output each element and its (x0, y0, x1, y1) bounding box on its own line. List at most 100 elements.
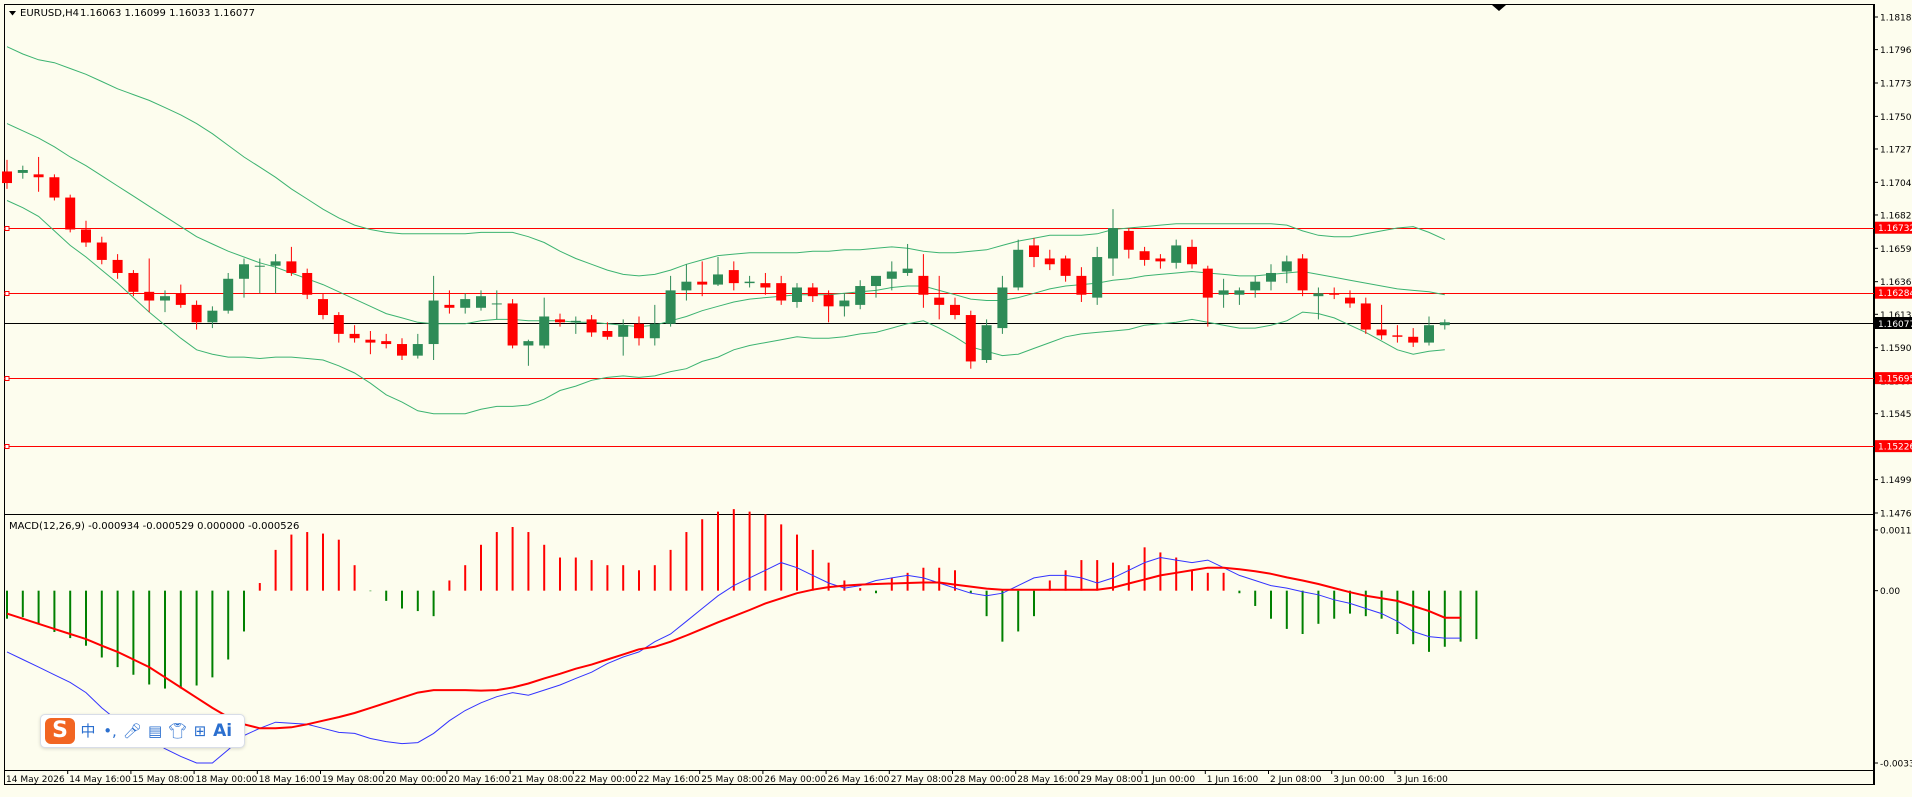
candle-body (286, 261, 296, 273)
candle-body (1424, 325, 1434, 342)
candle (587, 315, 597, 337)
candle (966, 311, 976, 369)
price-tick-label: 1.17045 (1880, 179, 1912, 189)
candle-body (982, 325, 992, 360)
candle-body (492, 303, 502, 304)
candle (1092, 247, 1102, 305)
price-tick-label: 1.17960 (1880, 46, 1912, 56)
time-tick-label: 22 May 16:00 (638, 775, 700, 785)
candle-body (381, 341, 391, 344)
candle-body (192, 305, 202, 322)
chinese-mode-icon[interactable]: 中 (79, 719, 97, 743)
candle (334, 312, 344, 342)
candle-body (365, 340, 375, 343)
candle-body (1440, 322, 1450, 325)
candle-body (903, 269, 913, 273)
candle (1440, 319, 1450, 329)
candle-body (887, 272, 897, 279)
candle (1250, 276, 1260, 298)
candle-body (1171, 245, 1181, 262)
candle-body (824, 295, 834, 307)
candle-body (128, 273, 138, 292)
candle (381, 334, 391, 349)
bollinger-upper-line (7, 47, 1445, 276)
price-tick-label: 1.16820 (1880, 211, 1912, 221)
candle-body (776, 283, 786, 300)
candle-body (144, 292, 154, 301)
window-menu-arrow-icon[interactable] (9, 11, 16, 16)
candle-body (697, 282, 707, 285)
candle (113, 254, 123, 279)
candle-body (602, 331, 612, 337)
price-tick-label: 1.17500 (1880, 113, 1912, 123)
time-tick-label: 27 May 08:00 (891, 775, 953, 785)
candle (729, 261, 739, 290)
candle (2, 160, 12, 189)
candle-body (713, 274, 723, 284)
time-tick-label: 20 May 00:00 (385, 775, 447, 785)
candle (65, 195, 75, 233)
candle (460, 293, 470, 313)
candle-body (523, 341, 533, 345)
candle (824, 290, 834, 322)
candle (523, 340, 533, 366)
candle (1061, 256, 1071, 282)
candle (1203, 266, 1213, 327)
candle (207, 306, 217, 328)
sogou-logo-icon[interactable]: S (45, 718, 75, 744)
candle (650, 305, 660, 346)
toolbox-grid-icon[interactable]: ⊞ (191, 719, 209, 743)
candle-body (176, 293, 186, 305)
candle-body (476, 296, 486, 308)
candle (1408, 328, 1418, 347)
candle (1234, 287, 1244, 304)
candle (697, 261, 707, 296)
scroll-marker-icon[interactable] (1492, 5, 1506, 11)
candle (681, 264, 691, 300)
price-pane (2, 47, 1874, 449)
candle-body (871, 276, 881, 286)
time-tick-label: 28 May 16:00 (1017, 775, 1079, 785)
candle (34, 157, 44, 192)
candle-body (555, 319, 565, 322)
candle (1282, 256, 1292, 284)
time-tick-label: 15 May 08:00 (132, 775, 194, 785)
candle (982, 319, 992, 363)
candle-body (1282, 261, 1292, 271)
time-tick-label: 20 May 16:00 (448, 775, 510, 785)
hline-price-tag-label: 1.15695 (1878, 375, 1912, 385)
punctuation-icon[interactable]: •, (101, 719, 119, 743)
candle-body (666, 290, 676, 323)
candle-body (650, 324, 660, 339)
ai-assistant-icon[interactable]: Ai (213, 719, 232, 743)
microphone-icon[interactable]: 🎤︎ (123, 719, 142, 743)
keyboard-icon[interactable]: ▤ (146, 719, 164, 743)
candle (1298, 254, 1308, 296)
candle (97, 237, 107, 265)
candle-body (97, 243, 107, 260)
candle-body (334, 315, 344, 334)
candle-body (207, 311, 217, 323)
candle-body (1298, 258, 1308, 290)
candle-body (997, 287, 1007, 328)
candle-body (113, 260, 123, 273)
time-tick-label: 14 May 16:00 (69, 775, 131, 785)
time-tick-label: 1 Jun 00:00 (1144, 775, 1196, 785)
candle-body (1234, 290, 1244, 294)
price-tick-label: 1.16360 (1880, 278, 1912, 288)
candle-body (1203, 269, 1213, 298)
candle-body (2, 171, 12, 183)
candle (350, 325, 360, 342)
candle-body (792, 287, 802, 302)
skin-shirt-icon[interactable]: 👕︎ (168, 719, 187, 743)
symbol-timeframe-label: EURUSD,H4 (20, 8, 79, 19)
candle (144, 258, 154, 312)
candle (239, 258, 249, 297)
time-tick-label: 29 May 08:00 (1080, 775, 1142, 785)
time-tick-label: 18 May 16:00 (259, 775, 321, 785)
candle-body (49, 177, 59, 197)
candle (1140, 247, 1150, 266)
candle-body (1061, 258, 1071, 275)
price-tick-label: 1.15905 (1880, 344, 1912, 354)
